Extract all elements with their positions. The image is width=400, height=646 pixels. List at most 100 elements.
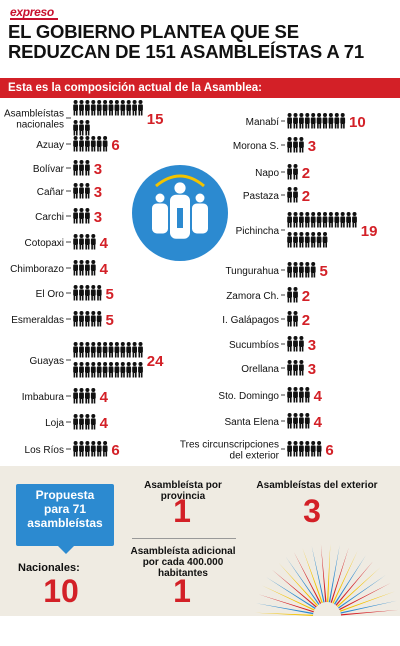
- row-label: Esmeraldas: [11, 315, 64, 326]
- person-icon: [287, 113, 292, 129]
- row-label: Orellana: [241, 364, 279, 375]
- person-icon: [108, 100, 114, 116]
- proposal-title-line-2: para 71: [43, 502, 87, 516]
- person-icon: [328, 113, 334, 129]
- row-value: 4: [100, 415, 109, 432]
- person-icon: [287, 287, 292, 303]
- row-value: 4: [100, 389, 109, 406]
- exterior-label: Asambleístas del exterior: [256, 480, 378, 491]
- brand-logo: expreso: [10, 5, 54, 19]
- person-icon: [85, 362, 90, 378]
- row-label: Chimborazo: [10, 264, 64, 275]
- person-icon: [73, 342, 78, 358]
- por-provincia-value: 1: [173, 493, 191, 529]
- person-icon: [102, 441, 108, 457]
- person-icon: [299, 387, 304, 403]
- person-icon: [322, 212, 328, 228]
- person-icon: [79, 208, 84, 224]
- person-icon: [287, 164, 292, 180]
- person-icon: [287, 232, 292, 248]
- row-value: 4: [100, 261, 109, 278]
- row-label: Sucumbíos: [229, 340, 279, 351]
- person-icon: [85, 136, 90, 152]
- person-icon: [334, 212, 340, 228]
- person-icon: [293, 387, 298, 403]
- person-icon: [73, 285, 78, 301]
- person-icon: [79, 120, 84, 136]
- person-icon: [85, 342, 90, 358]
- person-icon: [85, 234, 90, 250]
- row-label: Guayas: [30, 356, 64, 367]
- person-icon: [340, 212, 346, 228]
- person-icon: [90, 342, 96, 358]
- row-value: 10: [349, 114, 366, 131]
- person-icon: [79, 136, 84, 152]
- row-label: Tungurahua: [225, 266, 279, 277]
- row-label: El Oro: [36, 289, 65, 300]
- person-icon: [293, 413, 298, 429]
- person-icon: [96, 311, 102, 327]
- row-label: nacionales: [16, 120, 64, 131]
- person-icon: [73, 100, 78, 116]
- person-icon: [73, 414, 78, 430]
- person-icon: [287, 262, 292, 278]
- person-icon: [316, 113, 322, 129]
- person-icon: [293, 212, 298, 228]
- person-icon: [316, 232, 322, 248]
- person-icon: [114, 362, 120, 378]
- row-label: Imbabura: [22, 392, 65, 403]
- row-value: 5: [320, 263, 328, 280]
- row-label: Bolívar: [33, 164, 65, 175]
- person-icon: [90, 388, 96, 404]
- person-icon: [293, 113, 298, 129]
- row-label: Zamora Ch.: [226, 291, 279, 302]
- nacionales-value: 10: [43, 573, 79, 609]
- person-icon: [293, 232, 298, 248]
- section-title: Esta es la composición actual de la Asam…: [0, 78, 400, 98]
- row-label: Santa Elena: [225, 417, 280, 428]
- person-icon: [96, 362, 102, 378]
- person-icon: [90, 285, 96, 301]
- person-icon: [96, 342, 102, 358]
- person-icon: [126, 100, 132, 116]
- person-icon: [85, 208, 90, 224]
- person-icon: [90, 234, 96, 250]
- person-icon: [102, 136, 108, 152]
- person-icon: [322, 232, 328, 248]
- person-icon: [79, 285, 84, 301]
- person-icon: [108, 342, 114, 358]
- row-value: 3: [94, 209, 102, 226]
- person-icon: [304, 441, 310, 457]
- person-icon: [334, 113, 340, 129]
- person-icon: [293, 137, 298, 153]
- person-icon: [352, 212, 357, 228]
- person-icon: [85, 414, 90, 430]
- person-icon: [299, 113, 304, 129]
- footer-blank: [0, 616, 400, 646]
- person-icon: [73, 120, 78, 136]
- proposal-box: Propuesta para 71 asambleístas: [16, 484, 114, 546]
- person-icon: [310, 232, 316, 248]
- person-icon: [73, 441, 78, 457]
- person-icon: [85, 260, 90, 276]
- person-icon: [85, 388, 90, 404]
- row-value: 2: [302, 288, 310, 305]
- nacionales-label: Nacionales:: [18, 562, 80, 574]
- person-icon: [102, 362, 108, 378]
- person-icon: [340, 113, 346, 129]
- row-value: 4: [314, 414, 323, 431]
- person-icon: [79, 260, 84, 276]
- person-icon: [73, 183, 78, 199]
- person-icon: [304, 113, 310, 129]
- person-icon: [90, 441, 96, 457]
- person-icon: [126, 362, 132, 378]
- proposal-title-line-3: asambleístas: [27, 516, 103, 530]
- person-icon: [132, 342, 137, 358]
- headline: EL GOBIERNO PLANTEA QUE SE REDUZCAN DE 1…: [8, 21, 364, 62]
- por-provincia-label: Asambleísta por provincia: [144, 480, 222, 502]
- person-icon: [299, 232, 304, 248]
- person-icon: [102, 100, 108, 116]
- person-icon: [85, 120, 90, 136]
- person-icon: [293, 336, 298, 352]
- row-label: Cotopaxi: [25, 238, 64, 249]
